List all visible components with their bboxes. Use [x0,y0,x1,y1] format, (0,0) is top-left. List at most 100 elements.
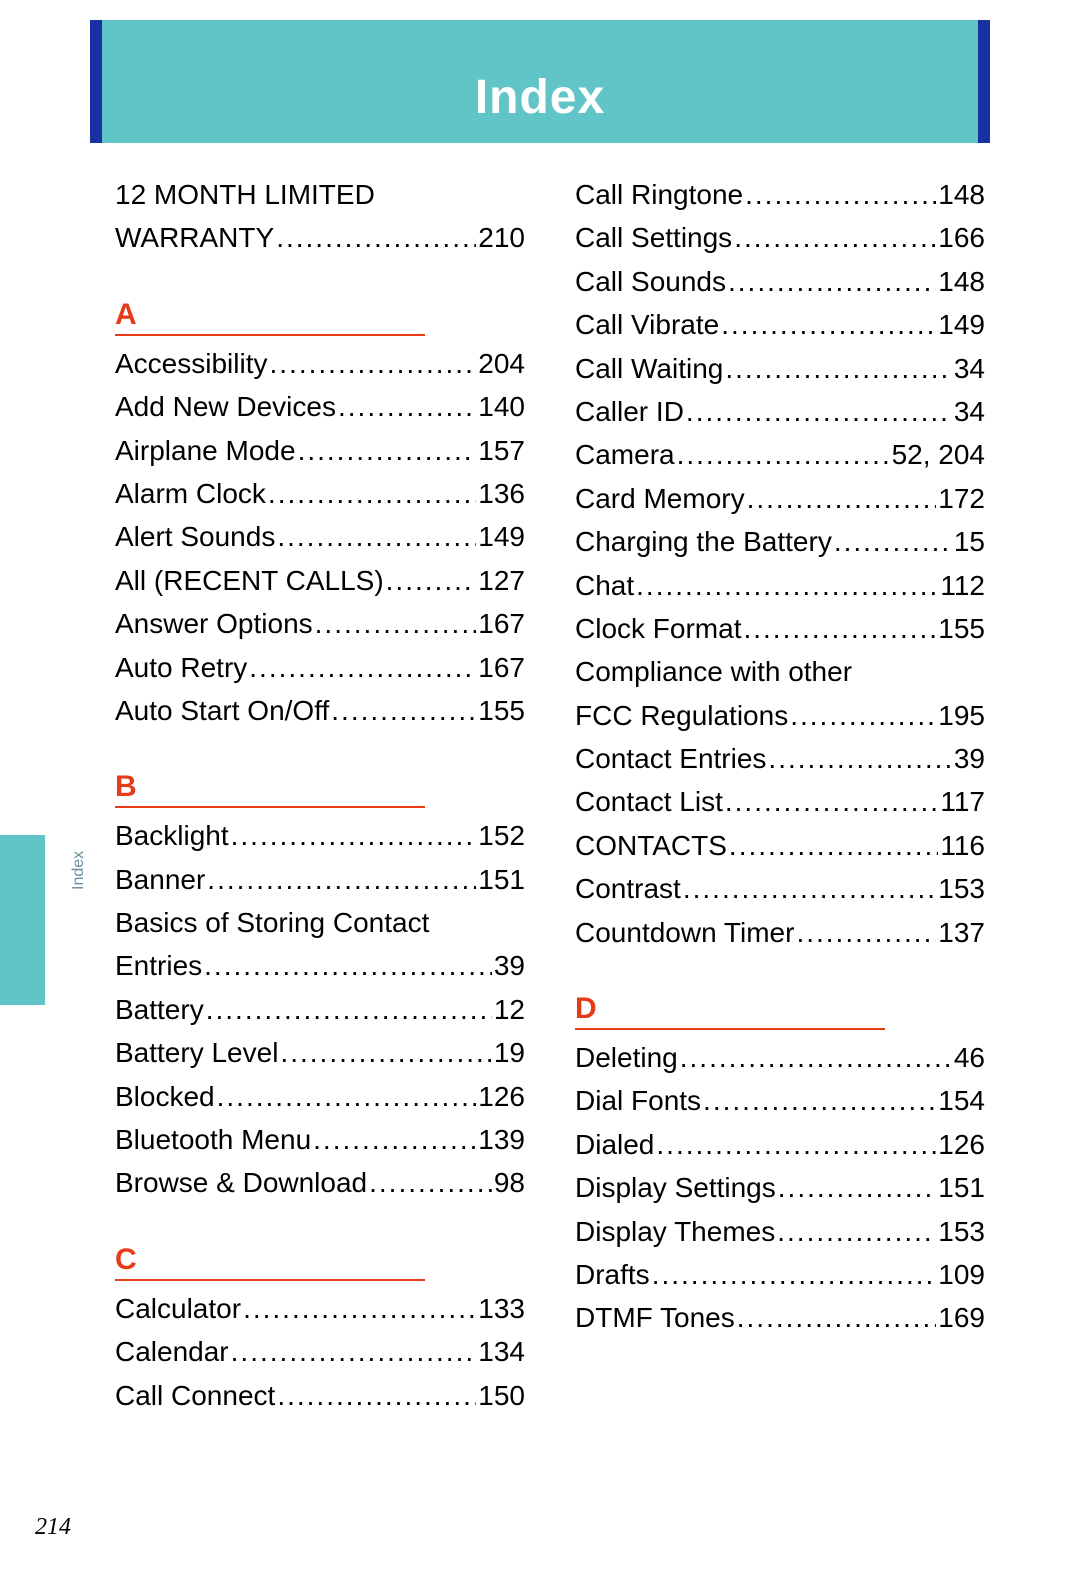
index-entry: Dialed 126 [575,1123,985,1166]
index-entry: Call Vibrate149 [575,303,985,346]
index-entry: Card Memory 172 [575,477,985,520]
index-term: Alarm Clock [115,472,268,515]
index-page: 148 [936,173,985,216]
section-letter: C [115,1243,425,1281]
index-entry: Battery Level19 [115,1031,525,1074]
dot-leader [734,216,936,259]
dot-leader [207,858,476,901]
index-page: 134 [476,1330,525,1373]
index-page: 167 [476,602,525,645]
index-term: Blocked [115,1075,217,1118]
index-entry: Alarm Clock 136 [115,472,525,515]
index-page: 39 [492,944,525,987]
index-page: 149 [476,515,525,558]
index-page: 150 [476,1374,525,1417]
dot-leader [768,737,951,780]
index-entry: Deleting46 [575,1036,985,1079]
index-term: DTMF Tones [575,1296,737,1339]
dot-leader [243,1287,476,1330]
index-term: Drafts [575,1253,652,1296]
page-number: 214 [35,1514,71,1541]
index-page: 153 [936,1210,985,1253]
index-page: 126 [936,1123,985,1166]
index-page: 39 [952,737,985,780]
index-page: 155 [476,689,525,732]
dot-leader [369,1161,492,1204]
index-page: 139 [476,1118,525,1161]
index-entry: Auto Retry167 [115,646,525,689]
index-entry: Bluetooth Menu139 [115,1118,525,1161]
index-entry: FCC Regulations195 [575,694,985,737]
dot-leader [313,1118,476,1161]
index-term: Banner [115,858,207,901]
index-entry: Battery12 [115,988,525,1031]
index-page: 151 [476,858,525,901]
index-term: Camera [575,433,677,476]
index-term: Calculator [115,1287,243,1330]
index-entry: DTMF Tones169 [575,1296,985,1339]
index-page: 15 [952,520,985,563]
index-entry: Chat112 [575,564,985,607]
dot-leader [206,988,492,1031]
index-entry: Basics of Storing Contact [115,901,525,944]
dot-leader [725,347,952,390]
index-term: Call Ringtone [575,173,745,216]
index-entry: Caller ID34 [575,390,985,433]
index-term: Contact Entries [575,737,768,780]
index-page: 136 [476,472,525,515]
dot-leader [778,1166,937,1209]
index-entry: All (RECENT CALLS)127 [115,559,525,602]
index-term: Backlight [115,814,231,857]
index-term: Answer Options [115,602,315,645]
index-term: Add New Devices [115,385,338,428]
index-term: FCC Regulations [575,694,790,737]
index-term: Dial Fonts [575,1079,703,1122]
dot-leader [277,1374,476,1417]
dot-leader [686,390,952,433]
dot-leader [728,260,936,303]
index-page: 137 [936,911,985,954]
index-term: Charging the Battery [575,520,834,563]
side-tab-label: Index [70,851,88,890]
dot-leader [729,824,938,867]
index-entry: Banner 151 [115,858,525,901]
index-term: Call Sounds [575,260,728,303]
index-column: Call Ringtone148Call Settings166Call Sou… [575,173,985,1417]
index-term: Card Memory [575,477,747,520]
index-page: 117 [938,780,985,823]
index-page: 109 [936,1253,985,1296]
index-entry: Display Themes153 [575,1210,985,1253]
section-letter: D [575,992,885,1030]
page-title: Index [90,70,990,125]
index-page: 210 [476,216,525,259]
index-entry: Entries39 [115,944,525,987]
index-page: 34 [952,347,985,390]
index-entry: Backlight152 [115,814,525,857]
index-entry: Auto Start On/Off155 [115,689,525,732]
index-page: 46 [952,1036,985,1079]
dot-leader [386,559,477,602]
index-term: Accessibility [115,342,269,385]
dot-leader [231,1330,477,1373]
index-entry: Countdown Timer137 [575,911,985,954]
index-term: WARRANTY [115,216,276,259]
dot-leader [683,867,936,910]
dot-leader [834,520,952,563]
index-entry: Accessibility204 [115,342,525,385]
index-entry: Call Connect150 [115,1374,525,1417]
index-page: 167 [476,646,525,689]
dot-leader [680,1036,952,1079]
dot-leader [298,429,477,472]
index-term: Battery Level [115,1031,280,1074]
index-page: 153 [936,867,985,910]
dot-leader [636,564,938,607]
dot-leader [796,911,936,954]
index-page: 126 [476,1075,525,1118]
index-entry: WARRANTY 210 [115,216,525,259]
index-term: Dialed [575,1123,656,1166]
index-term: Call Settings [575,216,734,259]
dot-leader [737,1296,937,1339]
index-entry: Call Ringtone 148 [575,173,985,216]
index-page: 127 [476,559,525,602]
index-page: 172 [936,477,985,520]
